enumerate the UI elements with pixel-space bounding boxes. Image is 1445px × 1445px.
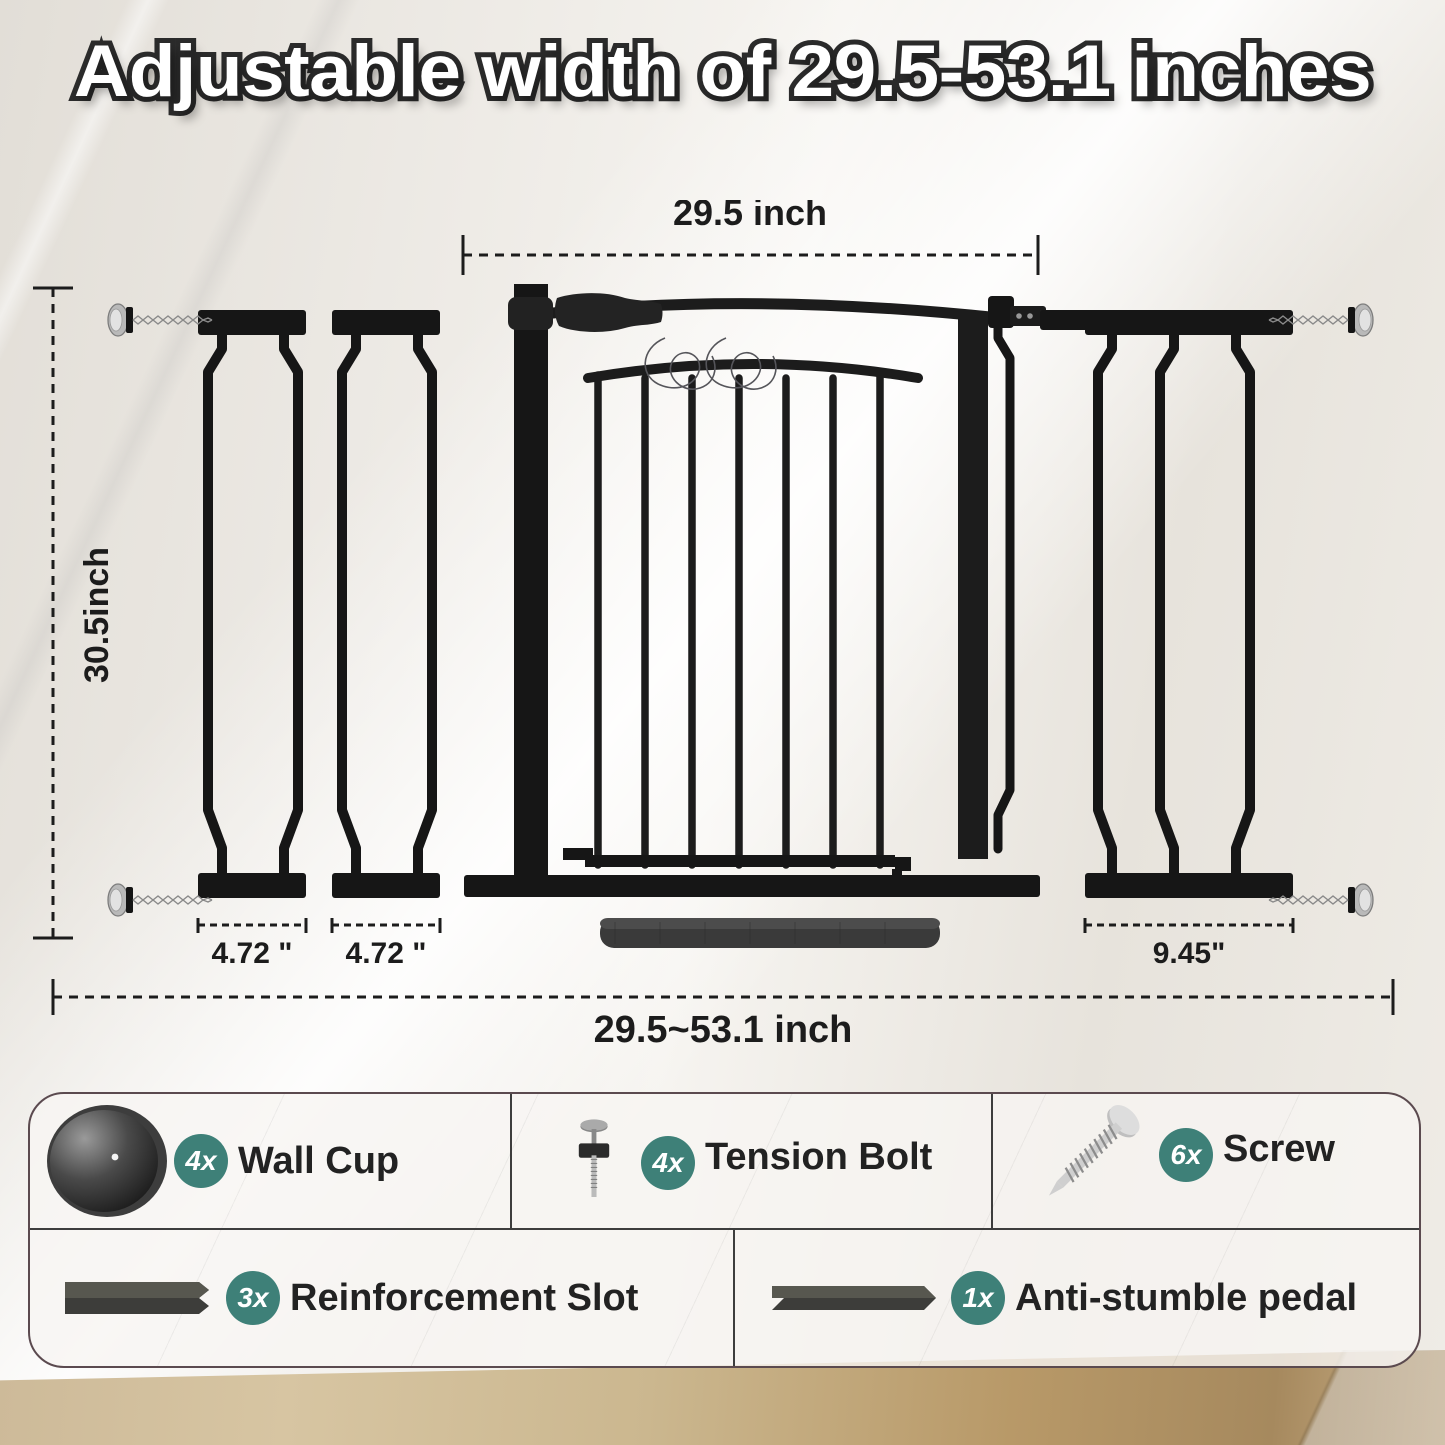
svg-text:29.5~53.1 inch: 29.5~53.1 inch (594, 1009, 853, 1051)
svg-text:4.72 ": 4.72 " (346, 937, 427, 970)
svg-text:9.45": 9.45" (1153, 937, 1226, 970)
svg-text:29.5 inch: 29.5 inch (673, 200, 827, 233)
svg-text:30.5inch: 30.5inch (78, 547, 116, 683)
svg-text:4.72 ": 4.72 " (212, 937, 293, 970)
